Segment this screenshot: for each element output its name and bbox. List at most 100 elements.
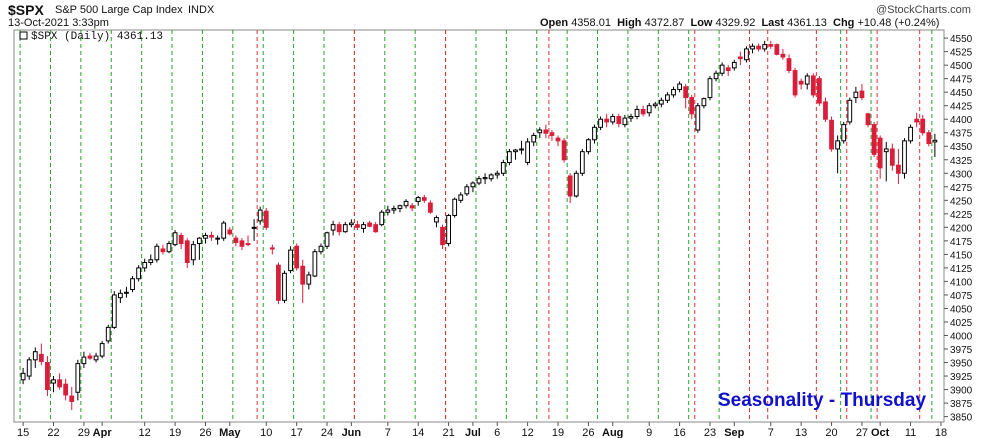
- candle: [610, 113, 616, 125]
- y-tick-label: 3925: [950, 372, 973, 383]
- candle-body: [914, 118, 920, 123]
- y-tick-label: 4100: [950, 277, 973, 288]
- candle-body: [269, 247, 275, 250]
- candle-body: [105, 326, 111, 342]
- candle: [507, 148, 512, 166]
- y-tick-label: 3900: [950, 386, 973, 397]
- x-tick-label: 11: [905, 427, 916, 438]
- candle-body: [379, 211, 385, 226]
- candle-body: [427, 202, 433, 213]
- candle: [525, 138, 531, 166]
- candle-body: [440, 226, 445, 246]
- candle-body: [464, 186, 470, 195]
- candle: [239, 238, 245, 251]
- y-tick-label: 4150: [950, 250, 973, 261]
- candle-body: [446, 214, 451, 245]
- candle: [190, 240, 196, 266]
- y-tick-label: 3975: [950, 345, 973, 356]
- ohlc-bar: Open 4358.01 High 4372.87 Low 4329.92 La…: [540, 17, 939, 29]
- candle-body: [628, 116, 634, 119]
- candle-body: [896, 164, 901, 174]
- candle: [488, 173, 494, 182]
- candle-body: [500, 161, 506, 174]
- y-tick-label: 3950: [950, 359, 973, 370]
- candle-body: [525, 141, 531, 163]
- candle-body: [75, 363, 81, 393]
- candle: [853, 86, 859, 103]
- candle: [233, 235, 239, 247]
- candle-body: [124, 291, 129, 294]
- x-tick-label: 22: [47, 427, 59, 438]
- candle-body: [154, 245, 160, 261]
- x-tick-label: 20: [825, 427, 837, 438]
- candle: [464, 184, 470, 196]
- candle-body: [57, 379, 62, 388]
- candle: [269, 244, 275, 255]
- candle: [355, 220, 360, 231]
- x-tick-label: Jun: [342, 427, 362, 438]
- candle-body: [549, 132, 555, 136]
- candle-body: [652, 103, 658, 107]
- candle-body: [561, 140, 567, 161]
- open-label: Open: [540, 17, 569, 29]
- candle: [330, 220, 336, 236]
- x-tick-label: 23: [704, 427, 716, 438]
- y-tick-label: 4350: [950, 142, 973, 153]
- x-tick-label: 27: [856, 427, 868, 438]
- y-tick-label: 4275: [950, 183, 973, 194]
- candle-body: [920, 118, 926, 134]
- candle-body: [519, 148, 524, 151]
- y-tick-label: 4225: [950, 210, 973, 221]
- candle-body: [841, 124, 847, 142]
- candle-body: [93, 355, 99, 361]
- exchange-label: INDX: [188, 4, 215, 16]
- y-tick-label: 4300: [950, 169, 973, 180]
- candle-body: [823, 101, 828, 120]
- candle: [835, 135, 841, 174]
- candle-body: [367, 222, 372, 227]
- y-tick-label: 4450: [950, 88, 973, 99]
- candle: [452, 197, 458, 218]
- candle: [810, 73, 816, 98]
- candle: [470, 181, 476, 193]
- candle-body: [434, 217, 439, 223]
- candle: [707, 75, 713, 101]
- candle: [500, 159, 506, 176]
- candle: [142, 258, 148, 272]
- candle: [227, 227, 233, 236]
- candle: [397, 204, 403, 213]
- candle-body: [452, 198, 458, 216]
- y-tick-label: 4125: [950, 264, 973, 275]
- watermark[interactable]: @StockCharts.com: [876, 4, 971, 16]
- candle-body: [69, 395, 75, 402]
- candle-body: [318, 245, 324, 253]
- candle: [300, 259, 306, 304]
- y-tick-label: 4050: [950, 304, 973, 315]
- candle-body: [804, 75, 810, 85]
- candle-body: [38, 353, 44, 362]
- candle: [579, 148, 585, 176]
- candle: [379, 210, 385, 227]
- candle: [75, 359, 81, 401]
- x-tick-label: 12: [522, 427, 534, 438]
- y-tick-label: 3875: [950, 399, 973, 410]
- candle: [160, 244, 166, 255]
- candle-body: [865, 113, 871, 126]
- candle-body: [573, 172, 579, 197]
- candle-body: [744, 48, 749, 61]
- candle-body: [288, 249, 293, 272]
- candle: [665, 92, 670, 103]
- candle-body: [245, 243, 251, 246]
- low-value: 4329.92: [715, 17, 756, 29]
- candle: [713, 70, 719, 82]
- candle: [567, 173, 573, 204]
- candle: [737, 51, 743, 66]
- candle: [555, 135, 561, 147]
- x-axis: 15 22 29 Apr 12 19 26 May 10 17 24 Jun 7 14 21 Jul 6 12 19…: [17, 422, 947, 438]
- candle-body: [762, 44, 768, 50]
- candle-body: [586, 139, 591, 153]
- x-tick-label: 26: [199, 427, 211, 438]
- candle-body: [859, 90, 865, 99]
- candle: [184, 238, 190, 268]
